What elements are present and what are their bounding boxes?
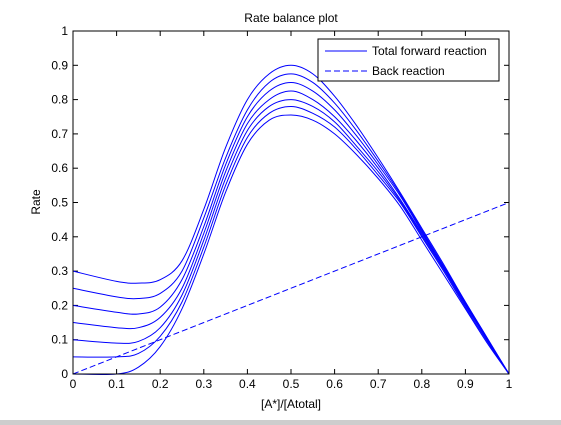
x-tick-label: 0.3 [195,377,212,391]
forward-reaction-line-6 [72,73,510,375]
x-tick-label: 0.5 [283,377,300,391]
x-tick-label: 0 [70,377,77,391]
x-tick-label: 0.9 [457,377,474,391]
axis-ticks: 0 0.1 0.2 0.3 0.4 0.5 0.6 0.7 0.8 0.9 1 0 0.1 0.2 0.3 0… [51,24,512,391]
back-reaction-line [72,202,510,375]
y-tick-label: 0.5 [51,196,68,210]
y-tick-label: 0.4 [51,230,68,244]
x-tick-label: 0.4 [239,377,256,391]
y-tick-label: 0 [61,367,68,381]
x-tick-label: 0.7 [370,377,387,391]
forward-reaction-line-5 [72,81,510,375]
y-tick-label: 0.1 [51,333,68,347]
series-lines [72,64,510,376]
y-tick-label: 0.6 [51,161,68,175]
forward-reaction-line-1 [72,114,510,376]
y-tick-label: 0.8 [51,93,68,107]
x-tick-label: 0.6 [326,377,343,391]
forward-reaction-line-3 [72,99,510,375]
x-axis-label: [A*]/[Atotal] [261,397,321,411]
plot-area [73,31,509,374]
legend: Total forward reaction Back reaction [317,38,500,82]
forward-reaction-line-7 [72,64,510,375]
forward-reaction-line-2 [72,105,510,375]
chart-title: Rate balance plot [244,11,338,25]
x-tick-label: 1 [506,377,513,391]
y-tick-label: 0.7 [51,127,68,141]
x-tick-label: 0.1 [108,377,125,391]
x-tick-label: 0.2 [152,377,169,391]
axes-box [72,30,510,375]
y-tick-label: 0.9 [51,58,68,72]
legend-label-forward: Total forward reaction [372,44,487,58]
legend-label-back: Back reaction [372,64,445,78]
legend-box [317,38,500,82]
y-axis-label: Rate [29,189,43,215]
y-tick-label: 0.3 [51,264,68,278]
x-tick-label: 0.8 [413,377,430,391]
y-tick-label: 1 [61,24,68,38]
y-tick-label: 0.2 [51,298,68,312]
